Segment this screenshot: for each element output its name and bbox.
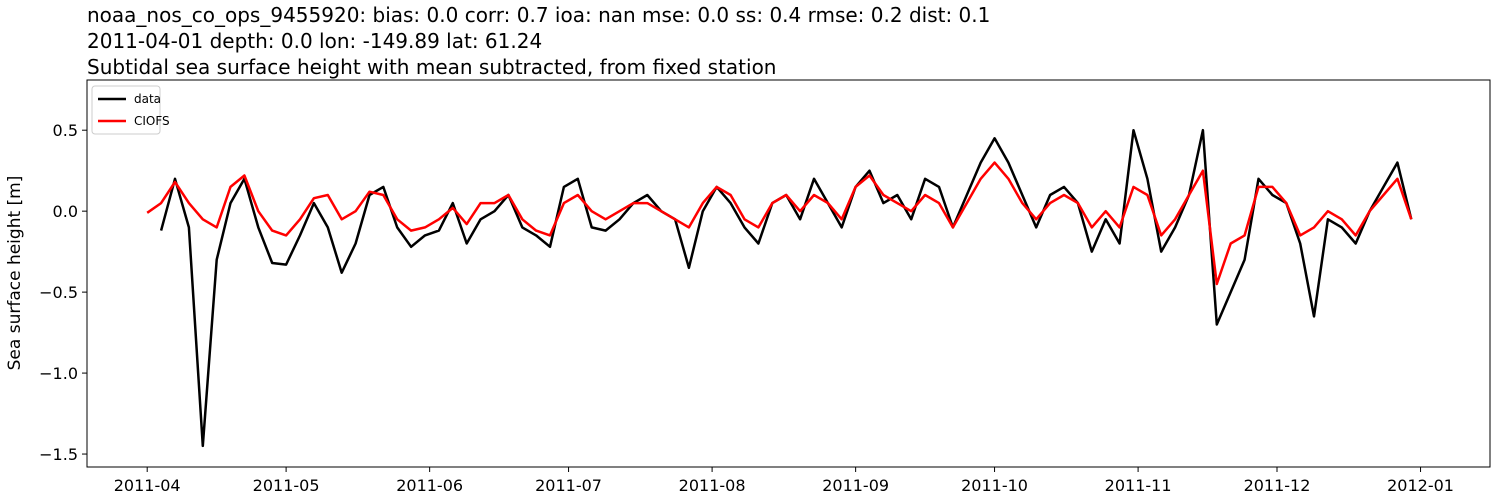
x-tick-label: 2011-10 (961, 476, 1028, 495)
data-line (159, 128, 1413, 448)
x-tick-label: 2011-07 (535, 476, 602, 495)
y-tick-label: 0.0 (53, 202, 78, 221)
y-axis-label: Sea surface height [m] (5, 176, 25, 371)
y-tick-label: 0.5 (53, 121, 78, 140)
x-tick-label: 2011-08 (679, 476, 746, 495)
legend: data CIOFS (91, 85, 170, 135)
chart-subtitle: Subtidal sea surface height with mean su… (87, 55, 776, 79)
legend-label: data (134, 92, 161, 106)
x-tick-label: 2011-12 (1244, 476, 1311, 495)
x-tick-label: 2012-01 (1387, 476, 1454, 495)
data-line (146, 161, 1413, 286)
x-tick-label: 2011-09 (822, 476, 889, 495)
plot-frame (86, 79, 1491, 468)
legend-label: CIOFS (134, 114, 170, 128)
x-tick-label: 2011-11 (1105, 476, 1172, 495)
y-tick-label: −1.0 (39, 364, 78, 383)
x-tick-label: 2011-05 (253, 476, 320, 495)
x-tick-label: 2011-06 (396, 476, 463, 495)
x-tick-label: 2011-04 (114, 476, 181, 495)
y-tick-label: −1.5 (39, 445, 78, 464)
y-tick-label: −0.5 (39, 283, 78, 302)
chart-subtitle: 2011-04-01 depth: 0.0 lon: -149.89 lat: … (87, 29, 542, 53)
chart-title: noaa_nos_co_ops_9455920: bias: 0.0 corr:… (87, 3, 990, 27)
